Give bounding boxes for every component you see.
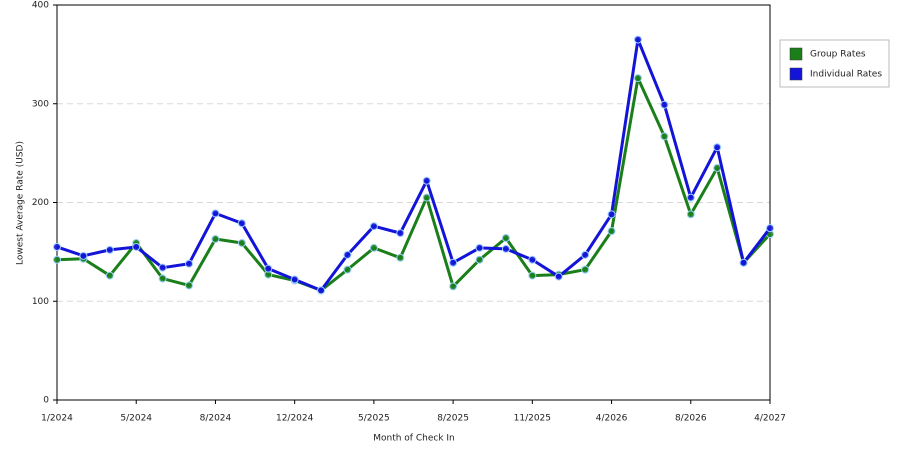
point bbox=[633, 74, 642, 83]
point bbox=[79, 251, 88, 260]
point bbox=[554, 272, 563, 281]
legend-label: Group Rates bbox=[810, 50, 866, 60]
point bbox=[501, 244, 510, 253]
point bbox=[449, 282, 458, 291]
point bbox=[713, 143, 722, 152]
point bbox=[422, 193, 431, 202]
y-axis-label: Lowest Average Rate (USD) bbox=[16, 141, 26, 265]
point bbox=[660, 100, 669, 109]
point bbox=[158, 274, 167, 283]
point bbox=[211, 235, 220, 244]
point bbox=[475, 243, 484, 252]
y-tick-label: 100 bbox=[32, 297, 49, 307]
y-tick-label: 300 bbox=[32, 99, 49, 109]
point bbox=[158, 263, 167, 272]
point bbox=[766, 224, 774, 233]
legend-label: Individual Rates bbox=[810, 70, 882, 80]
point bbox=[581, 265, 590, 274]
point bbox=[607, 210, 616, 219]
x-tick-label: 5/2024 bbox=[120, 414, 152, 424]
legend-swatch bbox=[789, 47, 803, 61]
point bbox=[475, 255, 484, 264]
x-tick-label: 4/2027 bbox=[754, 414, 786, 424]
y-tick-label: 400 bbox=[32, 1, 49, 11]
point bbox=[105, 271, 114, 280]
point bbox=[53, 255, 61, 264]
x-tick-label: 5/2025 bbox=[358, 414, 390, 424]
point bbox=[132, 242, 141, 251]
point bbox=[237, 219, 246, 228]
point bbox=[317, 286, 326, 295]
x-tick-label: 8/2025 bbox=[437, 414, 469, 424]
point bbox=[686, 210, 695, 219]
point bbox=[528, 255, 537, 264]
point bbox=[713, 163, 722, 172]
point bbox=[290, 275, 299, 284]
point bbox=[396, 229, 405, 238]
x-tick-label: 11/2025 bbox=[514, 414, 551, 424]
x-tick-label: 12/2024 bbox=[276, 414, 314, 424]
x-axis-label: Month of Check In bbox=[373, 434, 455, 444]
point bbox=[53, 242, 61, 251]
point bbox=[369, 243, 378, 252]
point bbox=[343, 265, 352, 274]
series-line bbox=[56, 38, 772, 292]
point bbox=[501, 234, 510, 243]
point bbox=[528, 271, 537, 280]
plot-frame bbox=[56, 4, 771, 401]
point bbox=[369, 222, 378, 231]
y-tick-label: 200 bbox=[32, 198, 49, 208]
point bbox=[422, 176, 431, 185]
point bbox=[449, 258, 458, 267]
x-tick-label: 8/2026 bbox=[675, 414, 707, 424]
point bbox=[211, 209, 220, 218]
y-tick-label: 0 bbox=[43, 396, 49, 406]
point bbox=[633, 35, 642, 44]
point bbox=[739, 258, 748, 267]
point bbox=[264, 264, 273, 273]
point bbox=[237, 238, 246, 247]
point bbox=[396, 253, 405, 262]
x-tick-label: 1/2024 bbox=[41, 414, 73, 424]
point bbox=[660, 132, 669, 141]
point bbox=[185, 281, 194, 290]
x-tick-label: 8/2024 bbox=[200, 414, 232, 424]
point bbox=[105, 245, 114, 254]
point bbox=[581, 250, 590, 259]
series-line bbox=[56, 76, 772, 292]
x-tick-label: 4/2026 bbox=[596, 414, 628, 424]
point bbox=[686, 193, 695, 202]
point bbox=[343, 250, 352, 259]
legend-swatch bbox=[789, 67, 803, 81]
point bbox=[185, 259, 194, 268]
point bbox=[607, 227, 616, 236]
